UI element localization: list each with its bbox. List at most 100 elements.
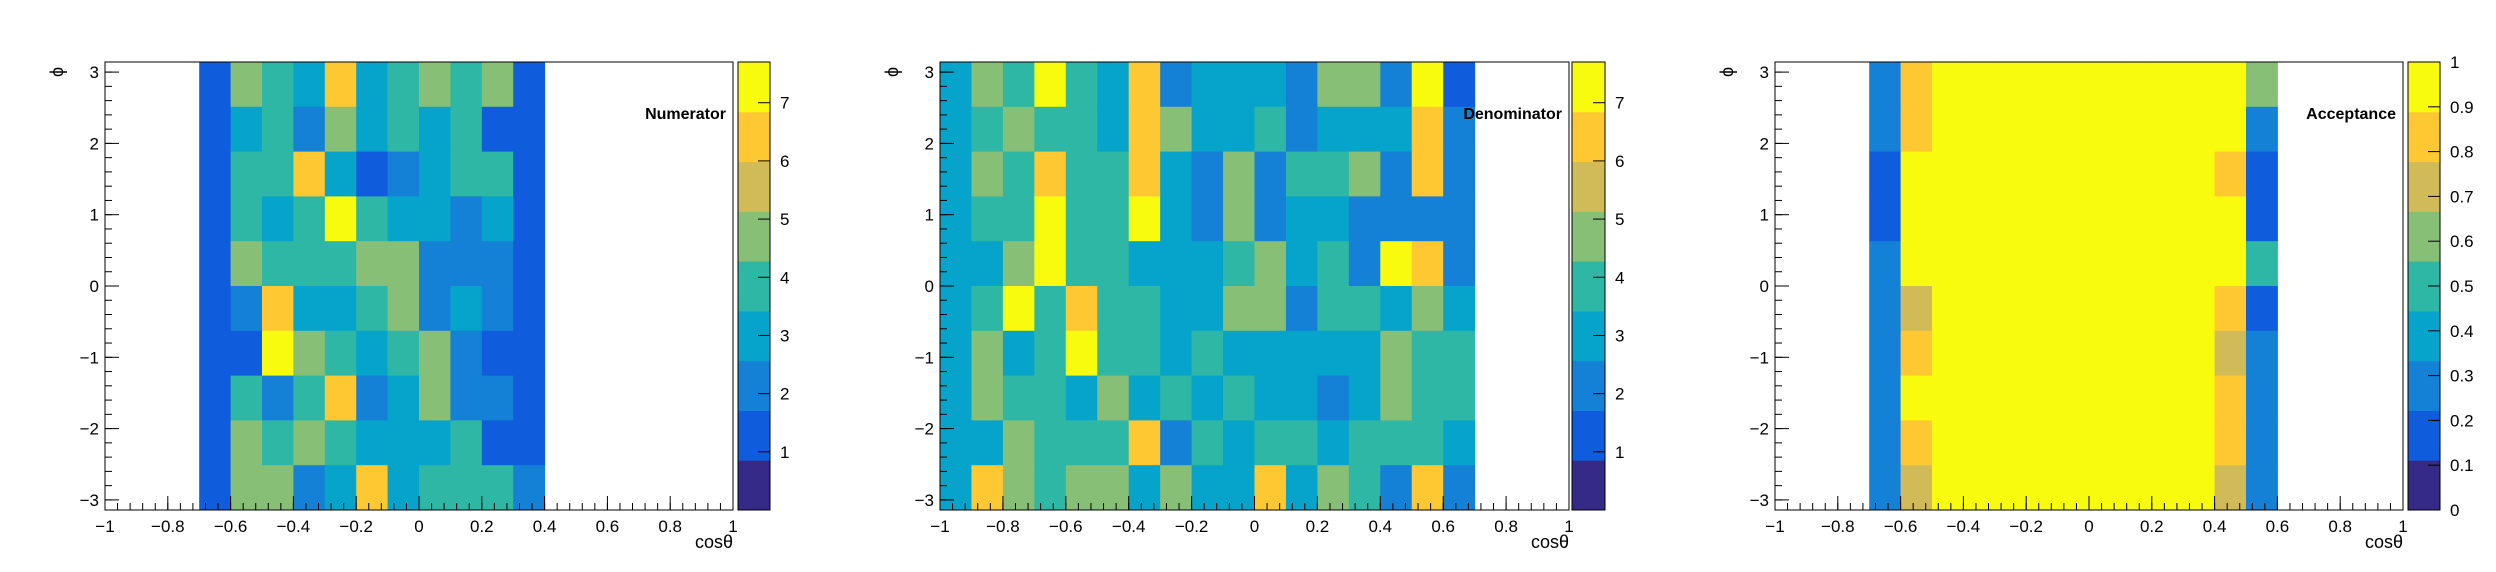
x-tick-label: −0.4: [1112, 517, 1146, 536]
heatmap-cell: [1443, 151, 1476, 197]
heatmap-cell: [2214, 106, 2247, 153]
heatmap-cell: [1002, 151, 1035, 197]
heatmap-cell: [1254, 465, 1287, 511]
palette-band: [1572, 410, 1605, 461]
heatmap-cell: [2151, 62, 2184, 108]
heatmap-cell: [1443, 375, 1476, 421]
heatmap-cell: [1097, 330, 1130, 377]
heatmap-cell: [1317, 375, 1350, 421]
heatmap-cell: [2246, 196, 2278, 242]
heatmap-cell: [1097, 375, 1130, 421]
heatmap-cell: [450, 106, 483, 153]
heatmap-cell: [262, 375, 294, 421]
palette-band: [738, 62, 770, 113]
x-tick-label: 0.4: [1368, 517, 1392, 536]
heatmap-cell: [2214, 375, 2247, 421]
heatmap-cell: [1160, 106, 1193, 153]
heatmap-cell: [2057, 62, 2090, 108]
heatmap-cell: [1411, 375, 1444, 421]
heatmap-cell: [324, 330, 357, 377]
heatmap-cell: [1097, 62, 1130, 108]
y-tick-label: 3: [1760, 63, 1769, 82]
heatmap-cell: [1128, 151, 1161, 197]
heatmap-panel-acceptance: −1 −0.8 −0.6 −0.4 −0.2 0 0.2 0.4 0.6 0.8 1 −3 −2 −1 0 1…: [1717, 53, 2474, 552]
heatmap-cell: [1254, 375, 1287, 421]
heatmap-cell: [1411, 465, 1444, 511]
heatmap-cell: [1900, 151, 1933, 197]
x-tick-label: −1: [1765, 517, 1784, 536]
heatmap-cell: [1348, 241, 1381, 287]
heatmap-cell: [1963, 375, 1996, 421]
heatmap-cell: [293, 330, 326, 377]
palette-band: [1572, 460, 1605, 511]
heatmap-cell: [2151, 420, 2184, 466]
y-axis-title: ϕ: [47, 67, 67, 77]
heatmap-cell: [1191, 375, 1224, 421]
heatmap-cell: [230, 62, 263, 108]
heatmap-cell: [1932, 375, 1964, 421]
heatmap-cell: [387, 241, 420, 287]
heatmap-cell: [2057, 465, 2090, 511]
heatmap-cell: [513, 465, 546, 511]
heatmap-cell: [2057, 196, 2090, 242]
heatmap-cell: [1002, 106, 1035, 153]
heatmap-cell: [1932, 420, 1964, 466]
heatmap-cell: [262, 330, 294, 377]
heatmap-cell: [971, 375, 1004, 421]
heatmap-cell: [2120, 330, 2153, 377]
heatmap-cell: [199, 286, 232, 332]
heatmap-cell: [1348, 330, 1381, 377]
heatmap-cell: [2057, 106, 2090, 153]
heatmap-cell: [2183, 286, 2216, 332]
heatmap-cell: [324, 286, 357, 332]
palette-tick-label: 7: [780, 94, 789, 113]
heatmap-cell: [1002, 196, 1035, 242]
heatmap-cell: [1994, 375, 2027, 421]
heatmap-cell: [2089, 241, 2121, 287]
palette-band: [738, 310, 770, 362]
heatmap-cell: [481, 330, 514, 377]
heatmap-cell: [419, 62, 451, 108]
heatmap-cell: [481, 151, 514, 197]
x-tick-label: −0.2: [1175, 517, 1209, 536]
heatmap-cell: [356, 286, 389, 332]
heatmap-cell: [1034, 465, 1067, 511]
heatmap-cell: [2057, 375, 2090, 421]
heatmap-cell: [1034, 151, 1067, 197]
heatmap-cell: [450, 196, 483, 242]
heatmap-cell: [2183, 330, 2216, 377]
heatmap-cell: [2214, 465, 2247, 511]
heatmap-cell: [1128, 286, 1161, 332]
heatmap-cell: [513, 106, 546, 153]
palette-tick-label: 0.6: [2450, 232, 2474, 251]
heatmap-cell: [1900, 106, 1933, 153]
y-tick-label: −2: [80, 420, 99, 439]
heatmap-cell: [1254, 196, 1287, 242]
heatmap-cell: [324, 196, 357, 242]
palette-tick-label: 4: [780, 268, 789, 287]
heatmap-cell: [419, 241, 451, 287]
heatmap-cell: [2151, 241, 2184, 287]
heatmap-cell: [262, 465, 294, 511]
heatmap-cell: [1191, 62, 1224, 108]
heatmap-cell: [2120, 241, 2153, 287]
heatmap-cell: [1191, 420, 1224, 466]
heatmap-cell: [1002, 330, 1035, 377]
heatmap-cell: [1254, 420, 1287, 466]
palette-tick-label: 2: [780, 385, 789, 404]
x-tick-label: 0: [2084, 517, 2093, 536]
heatmap-cell: [419, 106, 451, 153]
heatmap-cell: [1994, 330, 2027, 377]
heatmap-cell: [262, 286, 294, 332]
heatmap-cell: [1411, 151, 1444, 197]
heatmap-cell: [356, 196, 389, 242]
heatmap-cell: [199, 151, 232, 197]
x-axis-title: cosθ: [2365, 532, 2403, 552]
heatmap-cell: [1128, 330, 1161, 377]
heatmap-cell: [1411, 196, 1444, 242]
heatmap-cell: [1128, 106, 1161, 153]
palette-band: [2408, 310, 2440, 362]
palette-tick-label: 0.5: [2450, 277, 2474, 296]
palette-band: [1572, 310, 1605, 362]
heatmap-cell: [1002, 241, 1035, 287]
